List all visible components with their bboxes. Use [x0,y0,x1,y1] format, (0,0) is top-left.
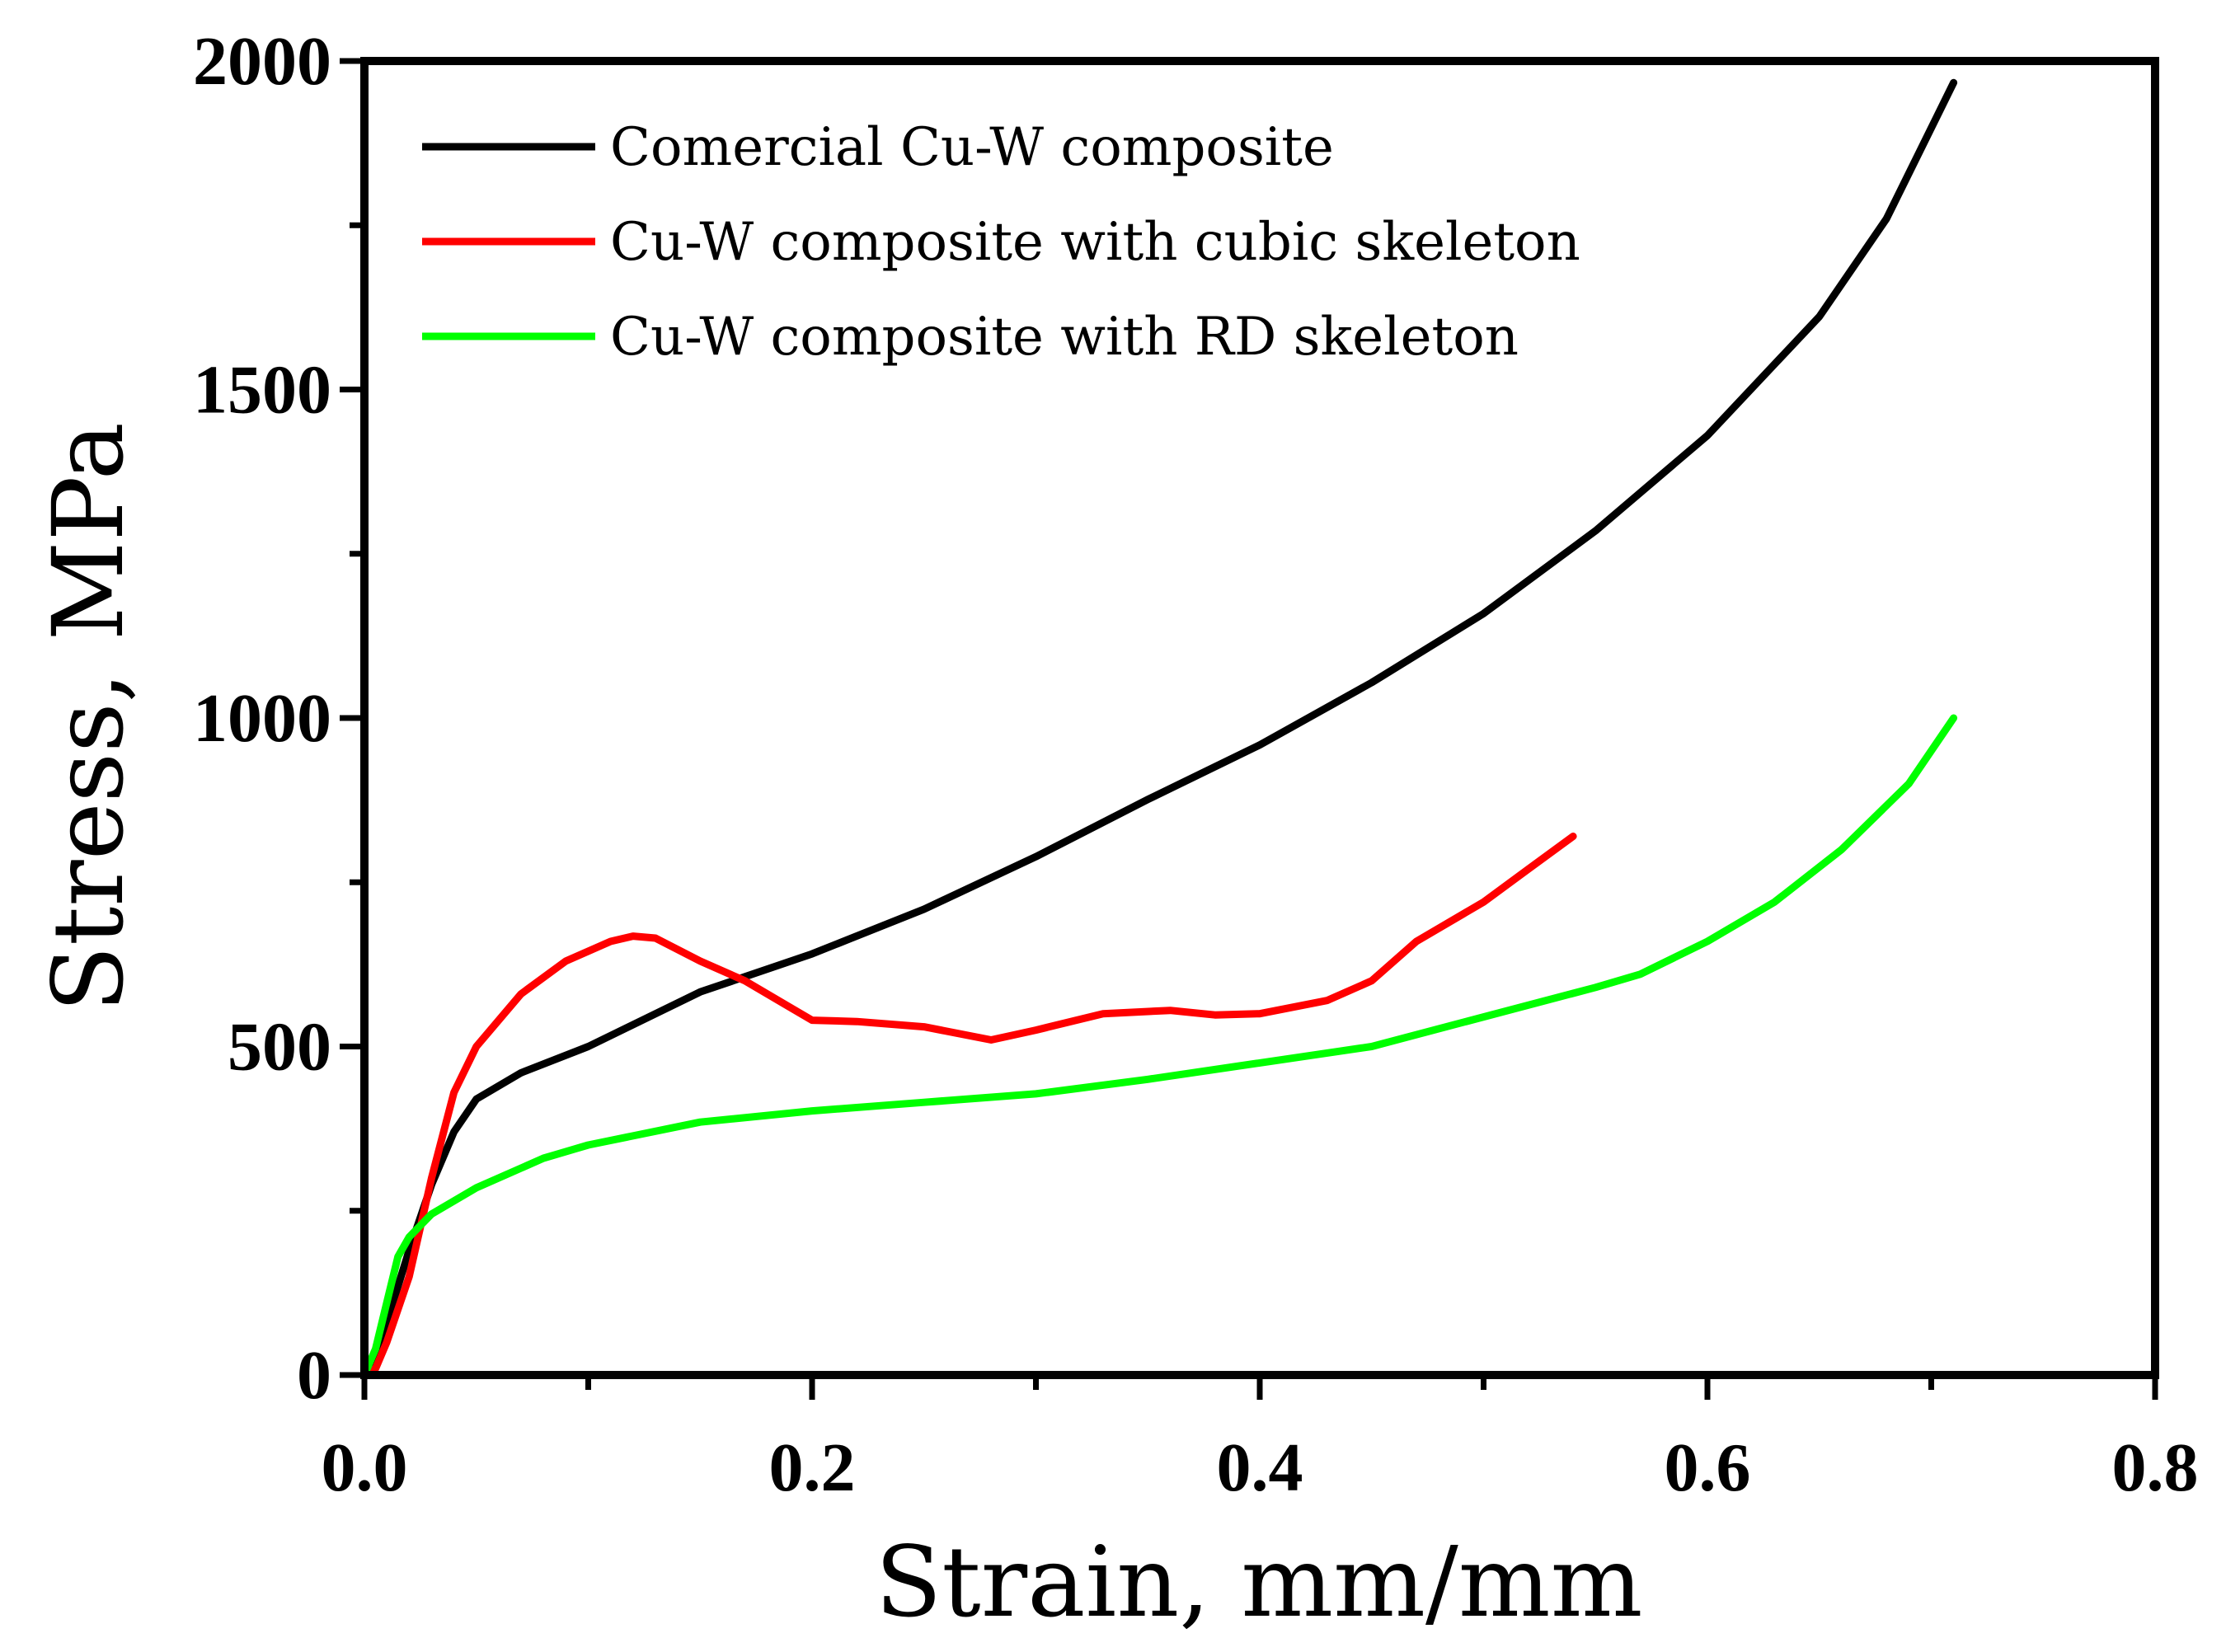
legend-label-1: Cu-W composite with cubic skeleton [610,212,1580,273]
series-line-0 [360,78,1958,1379]
x-tick-label: 0.2 [769,1429,856,1506]
series-line-1 [360,833,1577,1379]
y-tick-label: 0 [297,1337,331,1414]
ticks: 0.0 0.2 0.4 0.6 0.8 0 500 1000 1500 2000 [193,23,2199,1506]
x-tick-label: 0.8 [2112,1429,2199,1506]
legend: Comercial Cu-W composite Cu-W composite w… [422,117,1580,368]
y-tick-label: 1500 [193,352,331,429]
x-tick-label: 0.4 [1217,1429,1303,1506]
y-tick-label: 1000 [193,680,331,757]
series-line-2 [360,714,1958,1379]
y-axis-title: Stress, MPa [31,422,145,1012]
curves [360,78,1958,1379]
legend-label-0: Comercial Cu-W composite [610,117,1334,178]
legend-label-2: Cu-W composite with RD skeleton [610,307,1519,368]
y-tick-label: 500 [228,1009,331,1086]
x-tick-label: 0.6 [1665,1429,1751,1506]
x-tick-label: 0.0 [322,1429,408,1506]
y-tick-label: 2000 [193,23,331,100]
x-axis-title: Strain, mm/mm [875,1525,1642,1639]
